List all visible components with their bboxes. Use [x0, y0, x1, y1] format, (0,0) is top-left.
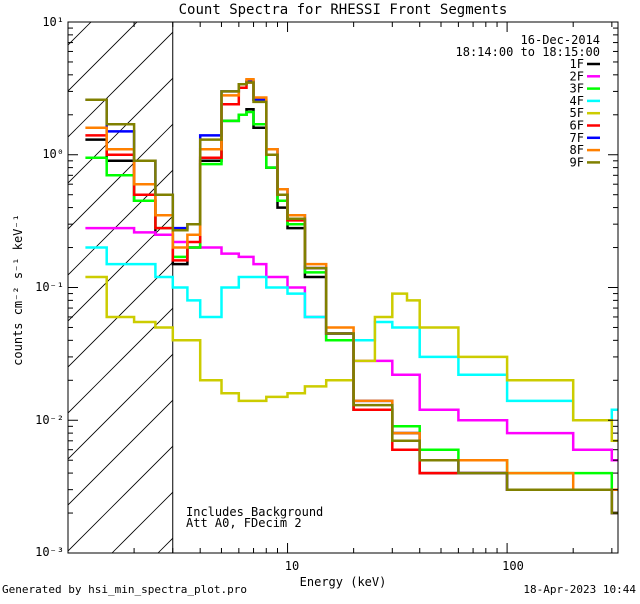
hatch-line [68, 77, 173, 184]
legend-label-9f: 9F [570, 155, 584, 169]
x-axis-label: Energy (keV) [300, 575, 387, 589]
hatch-line [68, 31, 173, 138]
legend-label-5f: 5F [570, 106, 584, 120]
y-tick-label-1e-2: 10⁻² [35, 413, 64, 427]
legend-label-2f: 2F [570, 69, 584, 83]
hatch-line [68, 169, 173, 276]
time-range-label: 18:14:00 to 18:15:00 [456, 45, 601, 59]
hatch-line [68, 22, 138, 92]
hatch-line [68, 399, 173, 506]
series-layer [85, 78, 618, 515]
legend-label-6f: 6F [570, 119, 584, 133]
axis-ticks [67, 21, 618, 554]
y-tick-label-1e-3: 10⁻³ [35, 545, 64, 559]
date-label: 16-Dec-2014 [521, 33, 600, 47]
series-8f [85, 78, 618, 491]
series-5f [85, 275, 618, 443]
timestamp-label: 18-Apr-2023 10:44 [523, 583, 636, 596]
series-1f [85, 108, 618, 515]
attenuator-note: Att A0, FDecim 2 [186, 516, 302, 530]
series-2f [85, 226, 618, 462]
legend-label-3f: 3F [570, 82, 584, 96]
series-9f [85, 81, 618, 515]
background-note: Includes Background [186, 505, 323, 519]
x-tick-label-100: 100 [502, 559, 524, 573]
legend-label-8f: 8F [570, 143, 584, 157]
legend-label-4f: 4F [570, 94, 584, 108]
chart-title: Count Spectra for RHESSI Front Segments [179, 2, 508, 18]
series-7f [85, 79, 618, 515]
series-4f [85, 246, 618, 422]
legend-label-1f: 1F [570, 57, 584, 71]
generated-by-label: Generated by hsi_min_spectra_plot.pro [2, 583, 248, 596]
hatch-line [68, 445, 173, 552]
hatch-line [111, 491, 173, 553]
series-6f [85, 81, 618, 515]
y-tick-label-1e1: 10¹ [42, 15, 64, 29]
legend-label-7f: 7F [570, 131, 584, 145]
y-axis-label: counts cm⁻² s⁻¹ keV⁻¹ [11, 214, 25, 366]
hatch-line [68, 261, 173, 368]
excluded-region-hatch [68, 22, 173, 553]
x-tick-label-10: 10 [285, 559, 299, 573]
y-tick-label-1e-1: 10⁻¹ [35, 280, 64, 294]
hatch-line [157, 537, 173, 553]
y-tick-label-1e0: 10⁰ [42, 147, 64, 161]
hatch-line [68, 215, 173, 322]
